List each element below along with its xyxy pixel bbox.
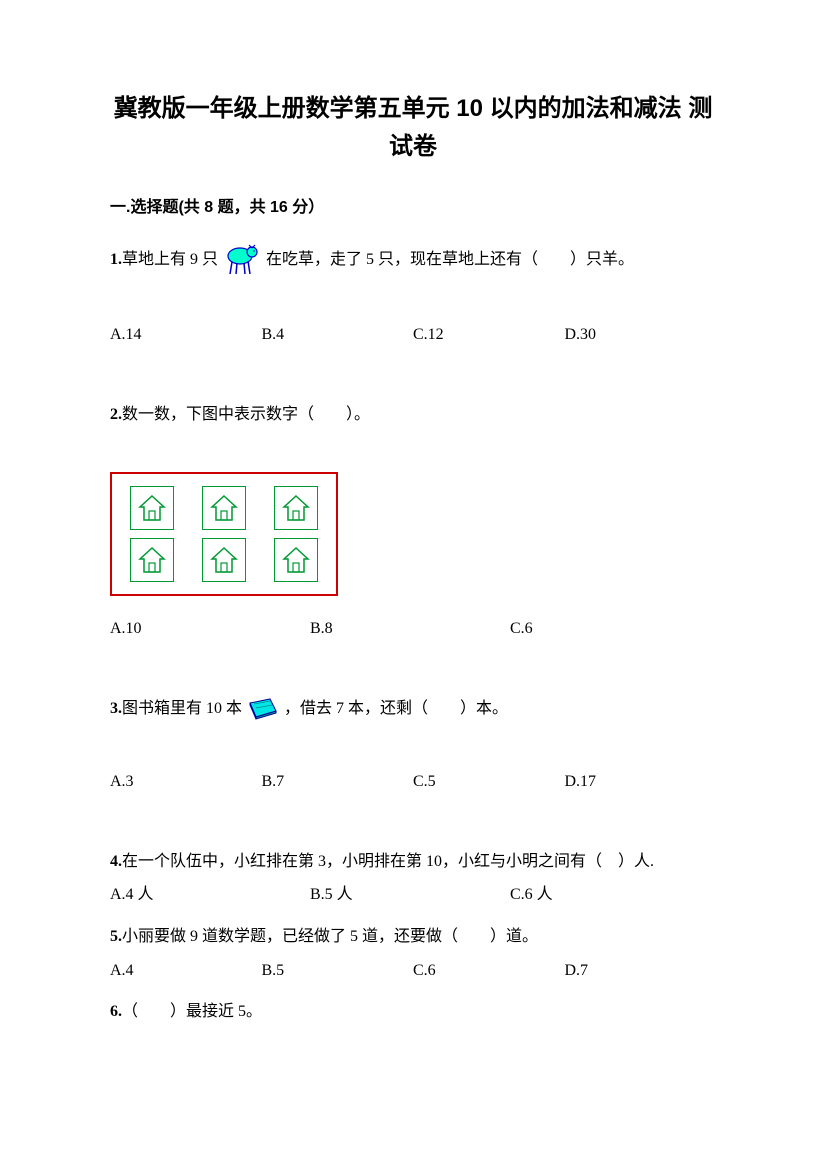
q3-opt-b: B.7 — [262, 769, 414, 795]
q5-opt-a: A.4 — [110, 958, 262, 984]
q5-options: A.4 B.5 C.6 D.7 — [110, 958, 716, 984]
q4-opt-b: B.5 人 — [310, 882, 510, 908]
q3-opt-a: A.3 — [110, 769, 262, 795]
q1-opt-c: C.12 — [413, 322, 565, 348]
house-cell — [202, 538, 246, 582]
q4-text: 在一个队伍中，小红排在第 3，小明排在第 10，小红与小明之间有（ ）人. — [122, 849, 654, 875]
q2-opt-c: C.6 — [510, 616, 710, 642]
q1-num: 1. — [110, 247, 122, 273]
page-title: 冀教版一年级上册数学第五单元 10 以内的加法和减法 测试卷 — [110, 90, 716, 167]
q1-post: 在吃草，走了 5 只，现在草地上还有（ ）只羊。 — [266, 247, 634, 273]
q4-options: A.4 人 B.5 人 C.6 人 — [110, 882, 716, 908]
q1-options: A.14 B.4 C.12 D.30 — [110, 322, 716, 348]
q1-pre: 草地上有 9 只 — [122, 247, 218, 273]
q6-num: 6. — [110, 999, 122, 1025]
q5-num: 5. — [110, 924, 122, 950]
q4-num: 4. — [110, 849, 122, 875]
q3-opt-c: C.5 — [413, 769, 565, 795]
house-cell — [274, 538, 318, 582]
q3-post: ，借去 7 本，还剩（ ）本。 — [284, 696, 508, 722]
q5-opt-b: B.5 — [262, 958, 414, 984]
q2-text: 数一数，下图中表示数字（ ）。 — [122, 402, 370, 428]
question-1: 1. 草地上有 9 只 在吃草，走了 5 只，现在草地上还有（ ）只羊。 A.1… — [110, 242, 716, 348]
q6-text: （ ）最接近 5。 — [122, 999, 262, 1025]
question-2: 2. 数一数，下图中表示数字（ ）。 — [110, 402, 716, 641]
q3-opt-d: D.17 — [565, 769, 717, 795]
q1-opt-b: B.4 — [262, 322, 414, 348]
q4-opt-c: C.6 人 — [510, 882, 710, 908]
question-5: 5. 小丽要做 9 道数学题，已经做了 5 道，还要做（ ）道。 A.4 B.5… — [110, 924, 716, 983]
section-1-header: 一.选择题(共 8 题，共 16 分） — [110, 195, 716, 221]
book-icon — [246, 695, 280, 723]
q2-options: A.10 B.8 C.6 — [110, 616, 716, 642]
q4-opt-a: A.4 人 — [110, 882, 310, 908]
q1-opt-a: A.14 — [110, 322, 262, 348]
q3-options: A.3 B.7 C.5 D.17 — [110, 769, 716, 795]
house-row-1 — [130, 486, 318, 530]
house-grid-box — [110, 472, 338, 596]
q2-opt-a: A.10 — [110, 616, 310, 642]
q1-opt-d: D.30 — [565, 322, 717, 348]
house-row-2 — [130, 538, 318, 582]
house-cell — [274, 486, 318, 530]
q2-opt-b: B.8 — [310, 616, 510, 642]
sheep-icon — [222, 242, 262, 276]
q3-pre: 图书箱里有 10 本 — [122, 696, 242, 722]
q5-text: 小丽要做 9 道数学题，已经做了 5 道，还要做（ ）道。 — [122, 924, 538, 950]
house-cell — [202, 486, 246, 530]
q2-num: 2. — [110, 402, 122, 428]
question-4: 4. 在一个队伍中，小红排在第 3，小明排在第 10，小红与小明之间有（ ）人.… — [110, 849, 716, 908]
question-3: 3. 图书箱里有 10 本 ，借去 7 本，还剩（ ）本。 A.3 B.7 C.… — [110, 695, 716, 795]
q3-num: 3. — [110, 696, 122, 722]
q5-opt-d: D.7 — [565, 958, 717, 984]
q5-opt-c: C.6 — [413, 958, 565, 984]
house-cell — [130, 538, 174, 582]
house-cell — [130, 486, 174, 530]
question-6: 6. （ ）最接近 5。 — [110, 999, 716, 1025]
